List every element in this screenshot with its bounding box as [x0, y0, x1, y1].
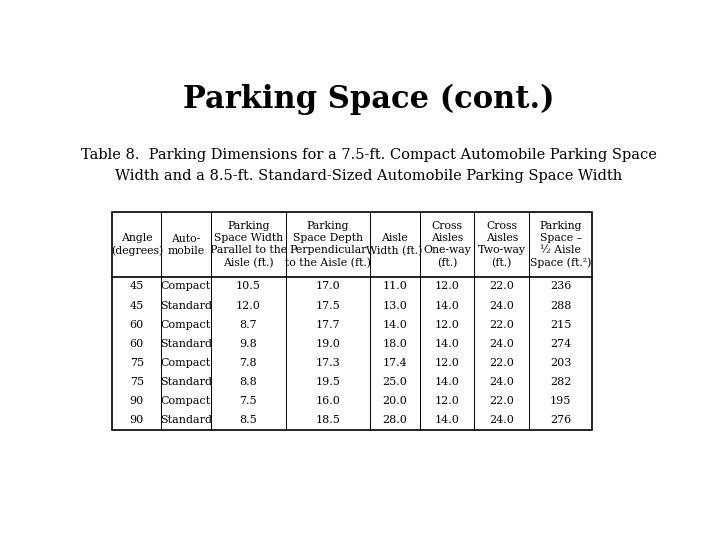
Text: Table 8.  Parking Dimensions for a 7.5-ft. Compact Automobile Parking Space
Widt: Table 8. Parking Dimensions for a 7.5-ft…	[81, 148, 657, 183]
Text: 45: 45	[130, 301, 144, 310]
Text: Standard: Standard	[160, 377, 212, 387]
Text: 288: 288	[550, 301, 572, 310]
Text: 17.7: 17.7	[315, 320, 340, 330]
Text: 22.0: 22.0	[490, 396, 514, 406]
Text: 12.0: 12.0	[435, 396, 459, 406]
Text: 9.8: 9.8	[239, 339, 257, 349]
Text: Cross
Aisles
One-way
(ft.): Cross Aisles One-way (ft.)	[423, 221, 471, 268]
Text: 215: 215	[550, 320, 572, 330]
Text: 90: 90	[130, 415, 144, 426]
Text: 14.0: 14.0	[435, 415, 459, 426]
Text: Cross
Aisles
Two-way
(ft.): Cross Aisles Two-way (ft.)	[478, 221, 526, 268]
Text: Angle
(degrees): Angle (degrees)	[111, 233, 163, 256]
Text: 12.0: 12.0	[435, 320, 459, 330]
Text: 22.0: 22.0	[490, 320, 514, 330]
Text: 19.0: 19.0	[315, 339, 340, 349]
Text: 24.0: 24.0	[490, 377, 514, 387]
Text: 282: 282	[550, 377, 572, 387]
Text: Standard: Standard	[160, 415, 212, 426]
Text: 24.0: 24.0	[490, 415, 514, 426]
Text: 7.5: 7.5	[239, 396, 257, 406]
Text: 60: 60	[130, 339, 144, 349]
Text: 75: 75	[130, 358, 144, 368]
Text: Auto-
mobile: Auto- mobile	[168, 234, 204, 255]
Text: 203: 203	[550, 358, 572, 368]
Text: 14.0: 14.0	[435, 377, 459, 387]
Text: Standard: Standard	[160, 301, 212, 310]
Text: 12.0: 12.0	[435, 281, 459, 292]
Text: 22.0: 22.0	[490, 358, 514, 368]
Text: Compact: Compact	[161, 320, 211, 330]
Text: 18.5: 18.5	[315, 415, 340, 426]
Text: 7.8: 7.8	[239, 358, 257, 368]
Text: Compact: Compact	[161, 358, 211, 368]
Text: Parking
Space Width
Parallel to the
Aisle (ft.): Parking Space Width Parallel to the Aisl…	[210, 221, 287, 268]
Text: Parking
Space –
½ Aisle
Space (ft.²): Parking Space – ½ Aisle Space (ft.²)	[530, 221, 591, 268]
Text: 236: 236	[550, 281, 572, 292]
Text: 75: 75	[130, 377, 144, 387]
Text: 276: 276	[550, 415, 571, 426]
Text: 11.0: 11.0	[382, 281, 407, 292]
Text: Aisle
Width (ft.): Aisle Width (ft.)	[366, 233, 423, 256]
Text: 14.0: 14.0	[382, 320, 407, 330]
Text: 24.0: 24.0	[490, 301, 514, 310]
Text: 16.0: 16.0	[315, 396, 340, 406]
Text: 8.8: 8.8	[239, 377, 257, 387]
Text: 12.0: 12.0	[235, 301, 261, 310]
Text: 13.0: 13.0	[382, 301, 407, 310]
Text: 14.0: 14.0	[435, 301, 459, 310]
Text: 8.7: 8.7	[239, 320, 257, 330]
Text: 24.0: 24.0	[490, 339, 514, 349]
Text: 17.4: 17.4	[382, 358, 407, 368]
Text: 195: 195	[550, 396, 572, 406]
Text: 90: 90	[130, 396, 144, 406]
Text: 14.0: 14.0	[435, 339, 459, 349]
Text: 22.0: 22.0	[490, 281, 514, 292]
Text: Compact: Compact	[161, 396, 211, 406]
Text: 28.0: 28.0	[382, 415, 407, 426]
Text: 20.0: 20.0	[382, 396, 407, 406]
Text: 17.5: 17.5	[315, 301, 340, 310]
Text: 17.0: 17.0	[315, 281, 340, 292]
Text: Compact: Compact	[161, 281, 211, 292]
Text: Parking Space (cont.): Parking Space (cont.)	[184, 84, 554, 114]
Text: 18.0: 18.0	[382, 339, 407, 349]
Text: 60: 60	[130, 320, 144, 330]
Text: 25.0: 25.0	[382, 377, 407, 387]
Text: 45: 45	[130, 281, 144, 292]
Text: 12.0: 12.0	[435, 358, 459, 368]
Text: 19.5: 19.5	[315, 377, 340, 387]
Text: 8.5: 8.5	[239, 415, 257, 426]
Text: 274: 274	[550, 339, 571, 349]
Text: Standard: Standard	[160, 339, 212, 349]
Text: Parking
Space Depth
Perpendicular
to the Aisle (ft.): Parking Space Depth Perpendicular to the…	[284, 221, 371, 268]
Text: 17.3: 17.3	[315, 358, 340, 368]
Text: 10.5: 10.5	[235, 281, 261, 292]
